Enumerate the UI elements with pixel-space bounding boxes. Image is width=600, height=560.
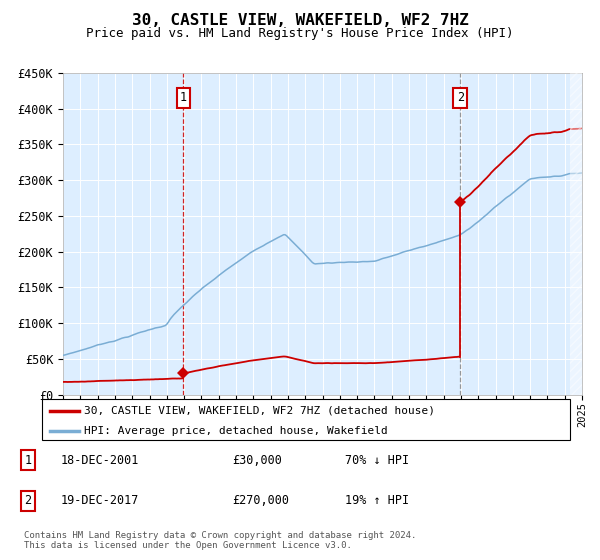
Text: 18-DEC-2001: 18-DEC-2001 bbox=[60, 454, 139, 467]
FancyBboxPatch shape bbox=[42, 399, 570, 440]
Text: 1: 1 bbox=[25, 454, 32, 467]
Text: 70% ↓ HPI: 70% ↓ HPI bbox=[345, 454, 409, 467]
Text: £270,000: £270,000 bbox=[232, 494, 289, 507]
Text: £30,000: £30,000 bbox=[232, 454, 282, 467]
Text: HPI: Average price, detached house, Wakefield: HPI: Average price, detached house, Wake… bbox=[84, 426, 388, 436]
Text: 2: 2 bbox=[457, 91, 464, 104]
Text: Price paid vs. HM Land Registry's House Price Index (HPI): Price paid vs. HM Land Registry's House … bbox=[86, 27, 514, 40]
Text: 19% ↑ HPI: 19% ↑ HPI bbox=[345, 494, 409, 507]
Text: 19-DEC-2017: 19-DEC-2017 bbox=[60, 494, 139, 507]
Text: Contains HM Land Registry data © Crown copyright and database right 2024.
This d: Contains HM Land Registry data © Crown c… bbox=[24, 531, 416, 550]
Text: 1: 1 bbox=[180, 91, 187, 104]
Text: 30, CASTLE VIEW, WAKEFIELD, WF2 7HZ (detached house): 30, CASTLE VIEW, WAKEFIELD, WF2 7HZ (det… bbox=[84, 405, 435, 416]
Text: 2: 2 bbox=[25, 494, 32, 507]
Text: 30, CASTLE VIEW, WAKEFIELD, WF2 7HZ: 30, CASTLE VIEW, WAKEFIELD, WF2 7HZ bbox=[131, 13, 469, 28]
